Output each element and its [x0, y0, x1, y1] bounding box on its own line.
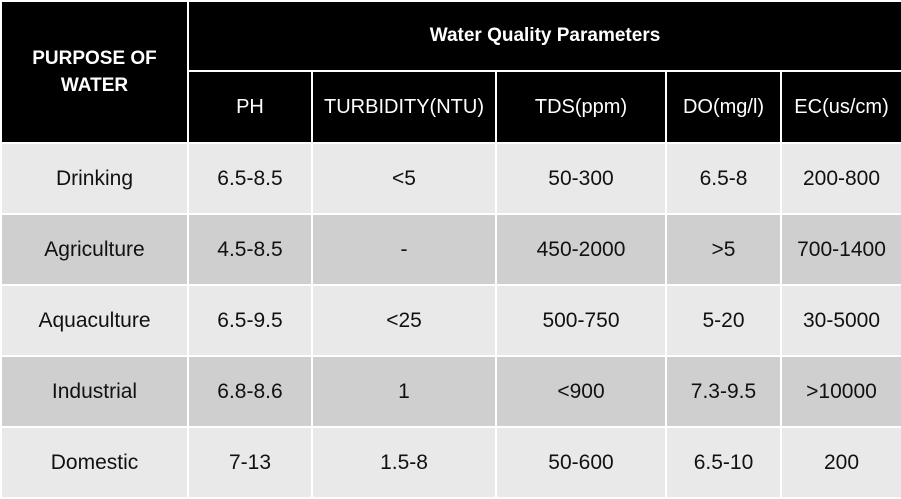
do-cell: 6.5-10: [665, 426, 782, 499]
ph-cell: 4.5-8.5: [187, 213, 313, 286]
table-row: Industrial 6.8-8.6 1 <900 7.3-9.5 >10000: [0, 355, 901, 428]
column-header-turbidity: TURBIDITY(NTU): [311, 70, 497, 144]
column-header-do: DO(mg/l): [665, 70, 782, 144]
purpose-cell: Drinking: [0, 142, 189, 215]
tds-cell: 50-600: [495, 426, 667, 499]
ph-cell: 6.5-8.5: [187, 142, 313, 215]
ph-cell: 7-13: [187, 426, 313, 499]
column-header-ec: EC(us/cm): [779, 70, 901, 144]
ec-cell: 200-800: [779, 142, 901, 215]
do-cell: 7.3-9.5: [665, 355, 782, 428]
table-row: Agriculture 4.5-8.5 - 450-2000 >5 700-14…: [0, 213, 901, 286]
ec-cell: 30-5000: [779, 284, 901, 357]
ph-cell: 6.5-9.5: [187, 284, 313, 357]
turbidity-cell: 1.5-8: [311, 426, 497, 499]
tds-cell: 450-2000: [495, 213, 667, 286]
purpose-cell: Aquaculture: [0, 284, 189, 357]
ec-cell: 700-1400: [779, 213, 901, 286]
tds-cell: 50-300: [495, 142, 667, 215]
ec-cell: 200: [779, 426, 901, 499]
ec-cell: >10000: [779, 355, 901, 428]
do-cell: >5: [665, 213, 782, 286]
do-cell: 6.5-8: [665, 142, 782, 215]
ph-cell: 6.8-8.6: [187, 355, 313, 428]
turbidity-cell: <25: [311, 284, 497, 357]
column-header-ph: PH: [187, 70, 313, 144]
turbidity-cell: -: [311, 213, 497, 286]
purpose-cell: Domestic: [0, 426, 189, 499]
turbidity-cell: 1: [311, 355, 497, 428]
column-header-tds: TDS(ppm): [495, 70, 667, 144]
purpose-cell: Agriculture: [0, 213, 189, 286]
purpose-cell: Industrial: [0, 355, 189, 428]
table-row: Drinking 6.5-8.5 <5 50-300 6.5-8 200-800: [0, 142, 901, 215]
do-cell: 5-20: [665, 284, 782, 357]
water-quality-parameters-header: Water Quality Parameters: [186, 0, 901, 72]
table-row: Aquaculture 6.5-9.5 <25 500-750 5-20 30-…: [0, 284, 901, 357]
tds-cell: 500-750: [495, 284, 667, 357]
tds-cell: <900: [495, 355, 667, 428]
purpose-of-water-header: PURPOSE OF WATER: [0, 0, 189, 144]
table-row: Domestic 7-13 1.5-8 50-600 6.5-10 200: [0, 426, 901, 499]
turbidity-cell: <5: [311, 142, 497, 215]
